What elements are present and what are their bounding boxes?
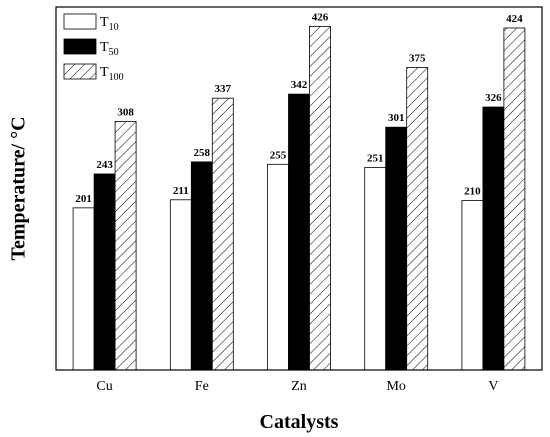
bar-mo-t10 [364,167,387,371]
bar-zn-t100 [309,25,331,371]
x-tick-label-mo: Mo [386,379,405,394]
legend-swatch-t10 [63,13,97,30]
data-label-v-t100: 424 [506,13,523,25]
data-labels-group: 201 243 308 211 258 337 255 342 426 251 301 375 210 3… [75,11,523,205]
bar-mo-t50 [385,126,408,371]
data-label-mo-t10: 251 [367,153,384,165]
data-label-zn-t100: 426 [312,11,329,23]
legend: T10 T50 T100 [63,13,124,83]
bar-v-t10 [461,200,484,371]
data-label-cu-t10: 201 [75,193,92,205]
bar-fe-t10 [169,199,192,371]
bar-zn-t50 [288,93,310,371]
data-label-cu-t50: 243 [96,159,113,171]
bar-v-t50 [482,106,505,371]
data-label-fe-t100: 337 [215,83,232,95]
data-label-mo-t100: 375 [409,53,426,65]
data-label-cu-t100: 308 [117,107,134,119]
x-tick-label-fe: Fe [195,379,209,394]
data-label-mo-t50: 301 [388,112,405,124]
legend-swatch-t50 [63,38,97,55]
data-label-zn-t10: 255 [270,149,287,161]
bar-cu-t50 [93,173,116,371]
data-label-fe-t50: 258 [194,147,211,159]
bar-mo-t100 [406,67,429,371]
legend-label-t50: T50 [100,40,119,58]
legend-label-t100: T100 [100,65,124,83]
x-axis-title: Catalysts [260,411,339,433]
legend-label-t10: T10 [100,15,119,33]
bar-v-t100 [503,27,526,371]
bars-group [72,25,526,371]
bar-zn-t10 [267,163,289,371]
bar-cu-t10 [72,207,95,371]
data-label-v-t10: 210 [464,186,481,198]
x-tick-label-zn: Zn [291,379,307,394]
data-label-zn-t50: 342 [291,79,308,91]
y-axis-title: Temperature/ °C [8,116,30,260]
bar-fe-t50 [190,161,213,371]
x-tick-labels-group: Cu Fe Zn Mo V [96,366,498,394]
bar-cu-t100 [114,121,137,371]
data-label-v-t50: 326 [485,92,502,104]
legend-swatch-t100 [63,63,97,80]
bar-fe-t100 [211,97,234,371]
x-tick-label-cu: Cu [96,379,112,394]
data-label-fe-t10: 211 [173,185,189,197]
x-tick-label-v: V [488,379,498,394]
